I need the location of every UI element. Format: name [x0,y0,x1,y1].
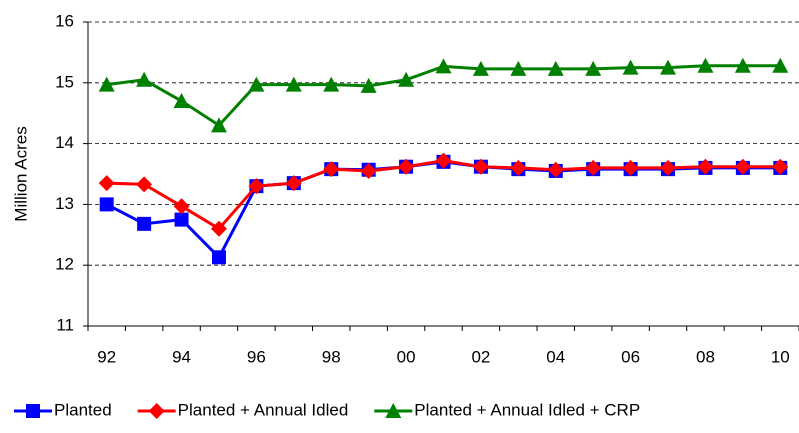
data-point [210,220,227,237]
x-tick-label: 96 [247,347,266,366]
data-point [697,57,714,73]
y-tick-label: 14 [55,133,74,152]
data-point [99,197,114,212]
x-tick-label: 00 [397,347,416,366]
x-tick-label: 02 [471,347,490,366]
x-tick-label: 06 [621,347,640,366]
data-point [285,175,302,192]
data-point [585,159,602,176]
data-point [472,158,489,175]
data-point [435,152,452,169]
data-point [173,198,190,215]
series-line [106,160,781,260]
y-tick-label: 11 [56,315,74,334]
x-tick-label: 92 [97,347,116,366]
data-point [398,158,415,175]
legend-marker [148,403,165,419]
data-point [622,159,639,176]
data-point [137,216,152,231]
legend-label: Planted + Annual Idled + CRP [414,400,640,419]
data-point [510,60,527,76]
data-point [772,57,789,73]
x-tick-label: 94 [172,347,191,366]
data-point [398,71,415,87]
data-point [173,93,190,109]
data-point [697,158,714,175]
data-point [136,176,153,193]
series-line [106,159,781,231]
legend-label: Planted + Annual Idled [178,400,349,419]
y-tick-label: 16 [55,11,74,30]
x-tick-label: 98 [322,347,341,366]
data-point [136,71,153,87]
data-point [622,59,639,75]
data-point [285,76,302,92]
x-tick-label: 04 [546,347,565,366]
data-point [360,162,377,179]
x-tick-label: 10 [771,347,790,366]
data-point [210,117,227,133]
data-point [360,77,377,93]
data-point [98,76,115,92]
data-point [734,158,751,175]
data-point [248,178,265,195]
data-point [248,76,265,92]
data-point [547,60,564,76]
y-tick-label: 15 [55,72,74,91]
data-point [660,59,677,75]
data-point [435,58,452,74]
y-axis-label: Million Acres [11,126,30,221]
data-point [734,57,751,73]
data-point [323,161,340,178]
data-point [472,60,489,76]
legend-label: Planted [54,400,112,419]
y-tick-label: 13 [55,194,74,213]
data-point [98,175,115,192]
data-point [510,159,527,176]
y-tick-label: 12 [55,255,74,274]
data-point [547,161,564,178]
legend-marker [385,403,402,418]
data-point [772,158,789,175]
x-tick-label: 08 [696,347,715,366]
legend-marker [26,404,40,418]
data-point [174,212,189,227]
data-point [585,60,602,76]
data-point [323,76,340,92]
data-point [660,159,677,176]
series-line [106,64,781,128]
data-point [211,250,226,265]
